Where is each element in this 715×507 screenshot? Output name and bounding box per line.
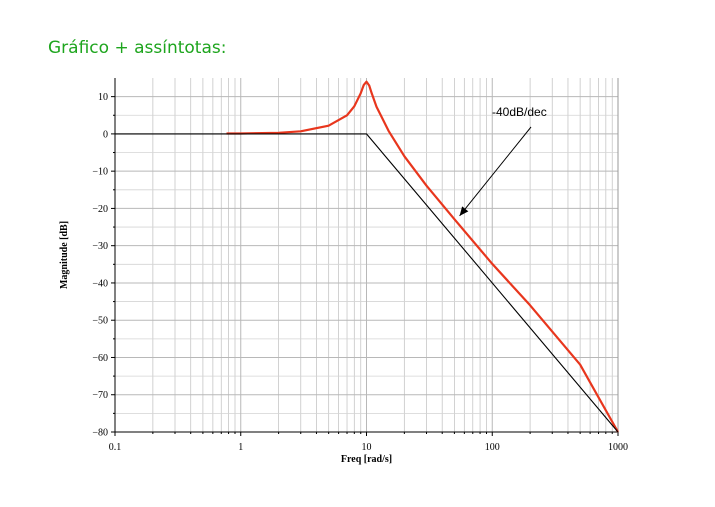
y-tick-label: −40: [92, 278, 108, 289]
y-tick-label: −60: [92, 353, 108, 364]
magnitude-curve: [226, 80, 619, 433]
y-tick-label: −50: [92, 316, 108, 327]
tick-labels: 100−10−20−30−40−50−60−70−800.1 1 10 100 1000: [92, 92, 628, 453]
x-axis-label: Freq [rad/s]: [341, 454, 392, 465]
x-tick-label: 1: [238, 442, 243, 453]
y-tick-label: −10: [92, 167, 108, 178]
x-tick-label: 10: [362, 442, 372, 453]
annotation-arrow: [459, 126, 532, 217]
axis-ticks: [111, 96, 619, 436]
y-tick-label: 10: [98, 92, 108, 103]
x-tick-label: 1000: [608, 442, 628, 453]
annotation-label: -40dB/dec: [492, 105, 547, 119]
asymptote-line: [115, 133, 619, 433]
y-tick-label: −30: [92, 241, 108, 252]
y-tick-label: −80: [92, 428, 108, 439]
x-tick-label: 100: [485, 442, 500, 453]
series-lines: [115, 80, 619, 433]
slide-title: Gráfico + assíntotas:: [48, 38, 227, 58]
y-tick-label: −20: [92, 204, 108, 215]
minor-grid: [115, 78, 618, 432]
x-tick-label: 0.1: [109, 442, 122, 453]
y-tick-label: −70: [92, 390, 108, 401]
y-tick-label: 0: [103, 129, 108, 140]
y-axis-label: Magnitude [dB]: [59, 221, 70, 289]
annotation-arrowhead: [459, 206, 469, 216]
annotation: -40dB/dec: [459, 105, 547, 217]
